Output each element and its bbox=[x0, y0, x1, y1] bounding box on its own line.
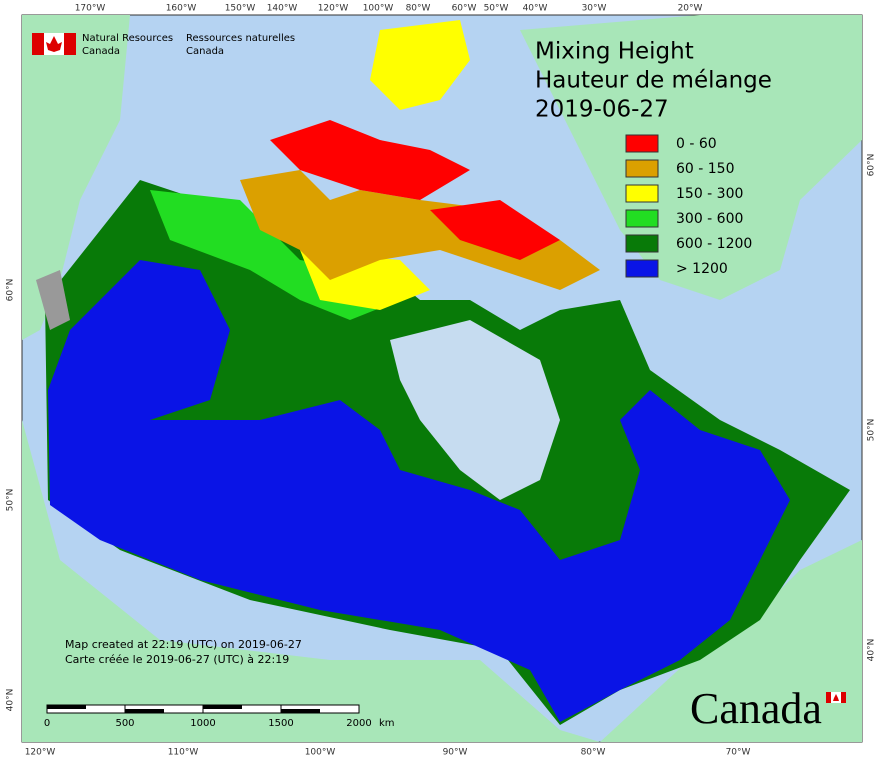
graticule-label: 60°N bbox=[6, 279, 16, 302]
graticule-label: 50°N bbox=[867, 419, 877, 442]
graticule-label: 160°W bbox=[166, 4, 197, 14]
no-data bbox=[36, 270, 70, 330]
graticule-label: 140°W bbox=[267, 4, 298, 14]
legend-swatch bbox=[625, 159, 659, 178]
legend-label: 600 - 1200 bbox=[676, 236, 752, 252]
graticule-label: 50°N bbox=[6, 489, 16, 512]
graticule-label: 100°W bbox=[363, 4, 394, 14]
zone-over-1200 bbox=[48, 260, 790, 722]
graticule-label: 60°N bbox=[867, 154, 877, 177]
graticule-label: 30°W bbox=[582, 4, 607, 14]
alaska bbox=[22, 15, 130, 340]
agency-fr: Ressources naturelles bbox=[186, 33, 295, 44]
graticule-label: 50°W bbox=[484, 4, 509, 14]
graticule-label: 120°W bbox=[25, 748, 56, 758]
legend-label: 300 - 600 bbox=[676, 211, 743, 227]
title: Mixing Height bbox=[535, 39, 694, 65]
nrcan-flag bbox=[32, 33, 76, 55]
graticule-label: 120°W bbox=[318, 4, 349, 14]
legend-swatch bbox=[625, 234, 659, 253]
ellesmere bbox=[370, 20, 470, 110]
graticule-label: 80°W bbox=[406, 4, 431, 14]
scale-label: 2000 bbox=[346, 718, 371, 729]
scale-segment bbox=[47, 705, 86, 709]
graticule-label: 90°W bbox=[443, 748, 468, 758]
legend-swatch bbox=[625, 184, 659, 203]
graticule-label: 150°W bbox=[225, 4, 256, 14]
title: Hauteur de mélange bbox=[535, 68, 772, 94]
arctic-islands bbox=[240, 170, 600, 290]
graticule-label: 60°W bbox=[452, 4, 477, 14]
usa-east bbox=[600, 540, 862, 742]
title: 2019-06-27 bbox=[535, 97, 669, 123]
graticule-label: 40°N bbox=[6, 689, 16, 712]
graticule-label: 110°W bbox=[168, 748, 199, 758]
hudson-bay bbox=[390, 320, 560, 500]
graticule-label: 40°N bbox=[867, 639, 877, 662]
legend-label: 0 - 60 bbox=[676, 136, 717, 152]
arctic-north bbox=[270, 120, 470, 200]
wordmark: Canada bbox=[690, 684, 822, 733]
note: Map created at 22:19 (UTC) on 2019-06-27 bbox=[65, 638, 302, 651]
scale-label: 500 bbox=[115, 718, 134, 729]
scale-label: 0 bbox=[44, 718, 50, 729]
legend-swatch bbox=[625, 259, 659, 278]
graticule-label: 20°W bbox=[678, 4, 703, 14]
greenland bbox=[520, 15, 862, 300]
agency-en: Canada bbox=[82, 46, 120, 57]
baffin bbox=[430, 200, 560, 260]
legend-label: 60 - 150 bbox=[676, 161, 735, 177]
note: Carte créée le 2019-06-27 (UTC) à 22:19 bbox=[65, 653, 289, 666]
agency-en: Natural Resources bbox=[82, 33, 173, 44]
wordmark-flag bbox=[826, 692, 846, 703]
graticule-label: 80°W bbox=[581, 748, 606, 758]
scale-segment bbox=[203, 705, 242, 709]
graticule-label: 100°W bbox=[305, 748, 336, 758]
scale-segment bbox=[125, 709, 164, 713]
graticule-label: 70°W bbox=[726, 748, 751, 758]
scale-segment bbox=[281, 709, 320, 713]
usa bbox=[22, 420, 600, 742]
legend-label: > 1200 bbox=[676, 261, 728, 277]
agency-fr: Canada bbox=[186, 46, 224, 57]
graticule-label: 170°W bbox=[75, 4, 106, 14]
legend-swatch bbox=[625, 209, 659, 228]
scale-unit: km bbox=[379, 718, 395, 729]
scale-label: 1000 bbox=[190, 718, 215, 729]
legend-label: 150 - 300 bbox=[676, 186, 743, 202]
graticule-label: 40°W bbox=[523, 4, 548, 14]
scale-label: 1500 bbox=[268, 718, 293, 729]
legend-swatch bbox=[625, 134, 659, 153]
